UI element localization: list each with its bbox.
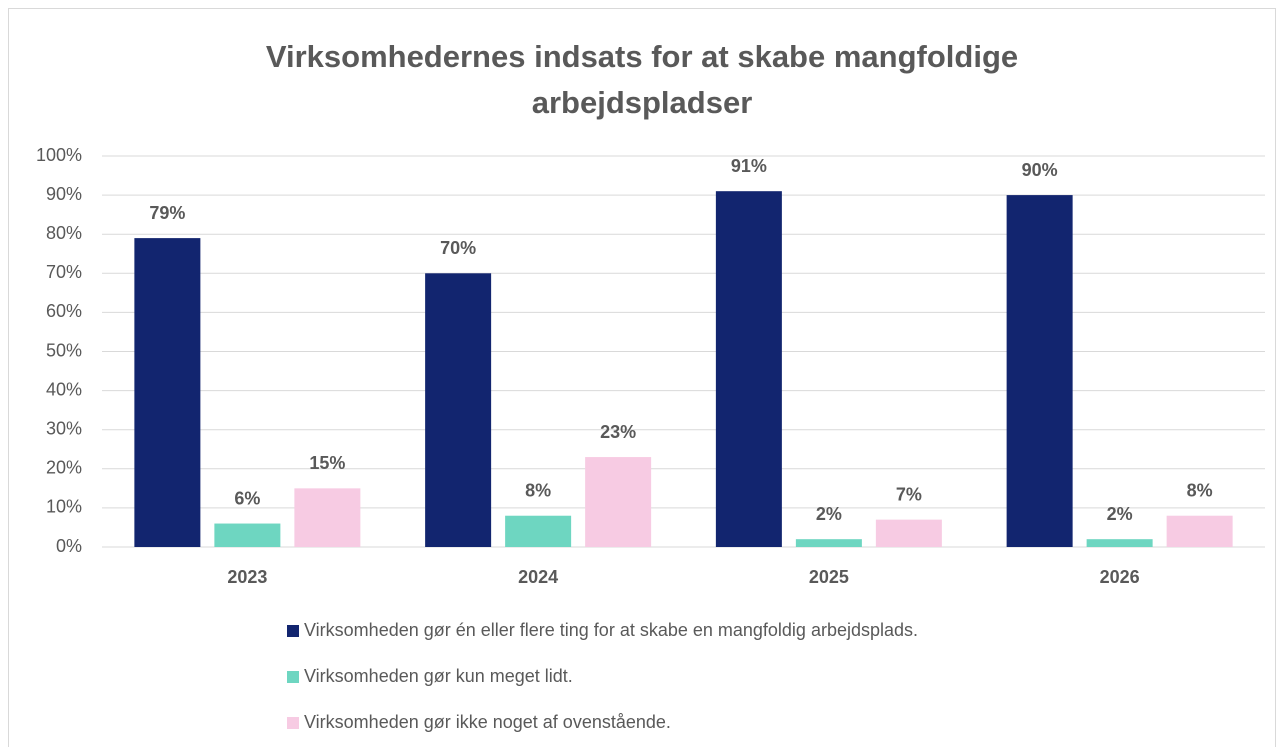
- chart-frame: [8, 8, 1276, 747]
- bar: [715, 191, 782, 547]
- bar: [1086, 539, 1153, 547]
- value-label: 8%: [525, 480, 551, 500]
- value-label: 7%: [896, 484, 922, 504]
- x-tick-label: 2024: [518, 567, 558, 587]
- x-tick-label: 2026: [1100, 567, 1140, 587]
- legend-swatch: [287, 625, 299, 637]
- value-label: 6%: [234, 488, 260, 508]
- y-tick-label: 70%: [46, 262, 82, 282]
- legend-swatch: [287, 717, 299, 729]
- y-tick-label: 50%: [46, 340, 82, 360]
- y-tick-label: 10%: [46, 497, 82, 517]
- value-label: 2%: [816, 504, 842, 524]
- y-tick-label: 90%: [46, 184, 82, 204]
- bar: [795, 539, 862, 547]
- bar: [585, 457, 652, 547]
- legend-label: Virksomheden gør ikke noget af ovenståen…: [304, 712, 671, 732]
- value-label: 90%: [1022, 160, 1058, 180]
- chart-title: Virksomhedernes indsats for at skabe man…: [265, 39, 1019, 120]
- legend-swatch: [287, 671, 299, 683]
- x-tick-label: 2023: [227, 567, 267, 587]
- y-tick-label: 60%: [46, 301, 82, 321]
- value-label: 70%: [440, 238, 476, 258]
- y-tick-label: 100%: [36, 145, 82, 165]
- bar: [425, 273, 492, 547]
- bar: [505, 515, 572, 547]
- value-label: 23%: [600, 422, 636, 442]
- value-label: 8%: [1187, 480, 1213, 500]
- y-tick-label: 0%: [56, 536, 82, 556]
- legend-label: Virksomheden gør én eller flere ting for…: [304, 620, 918, 640]
- legend-label: Virksomheden gør kun meget lidt.: [304, 666, 573, 686]
- value-label: 91%: [731, 156, 767, 176]
- bar: [294, 488, 361, 547]
- y-tick-label: 80%: [46, 223, 82, 243]
- bar: [134, 238, 201, 548]
- value-label: 79%: [149, 203, 185, 223]
- value-label: 2%: [1107, 504, 1133, 524]
- y-tick-label: 40%: [46, 379, 82, 399]
- bar: [875, 519, 942, 547]
- y-tick-label: 20%: [46, 458, 82, 478]
- value-label: 15%: [309, 453, 345, 473]
- bar: [1006, 195, 1073, 547]
- y-tick-label: 30%: [46, 418, 82, 438]
- x-tick-label: 2025: [809, 567, 849, 587]
- bar: [214, 523, 281, 547]
- bar: [1166, 515, 1233, 547]
